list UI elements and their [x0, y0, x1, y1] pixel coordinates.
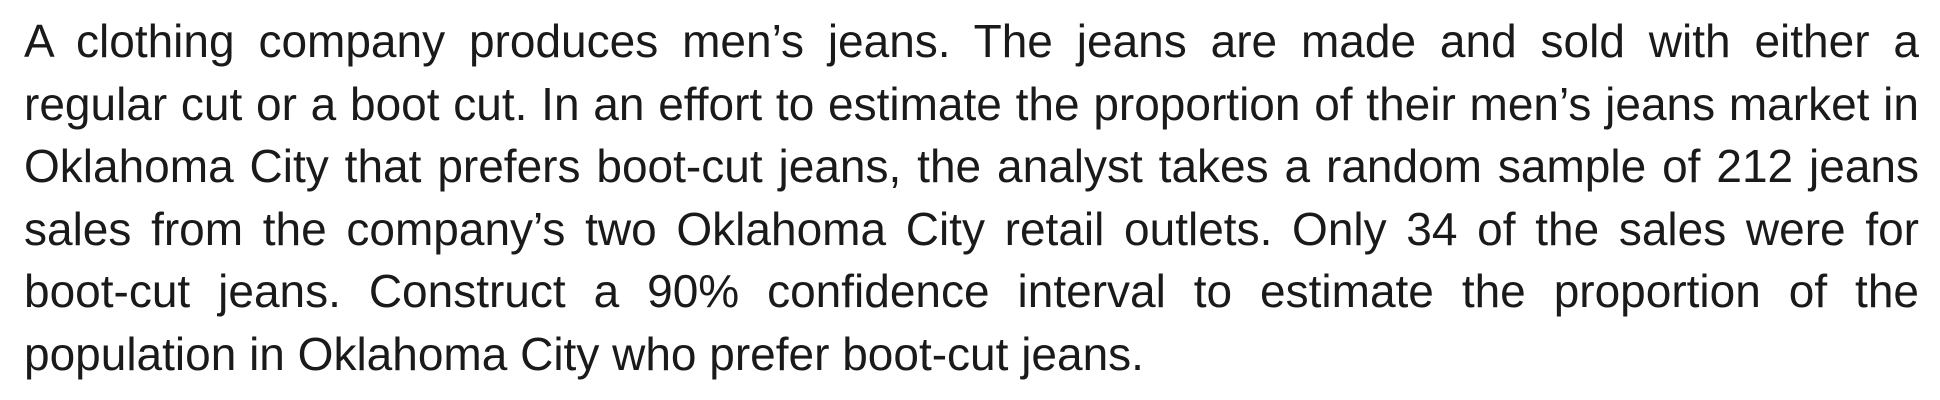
problem-statement: A clothing company produces men’s jeans.… [24, 15, 1919, 380]
